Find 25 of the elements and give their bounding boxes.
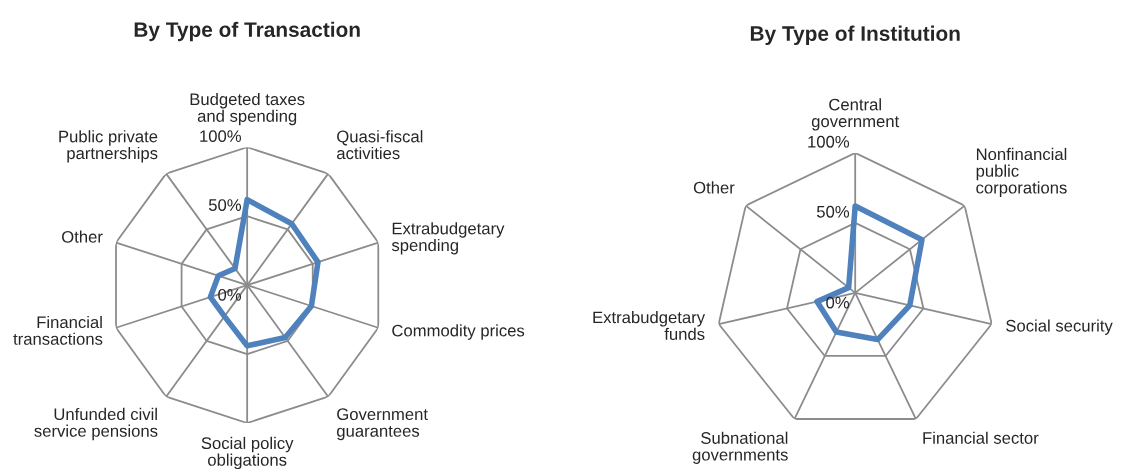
y-tick-label: 50% — [816, 205, 850, 218]
spoke-label: Central government — [811, 98, 900, 131]
spoke-label: Financial sector — [923, 431, 1039, 444]
spoke-label: Extrabudgetary funds — [593, 311, 706, 340]
spoke-label: Public private partnerships — [59, 130, 158, 163]
spoke-label: Subnational governments — [692, 431, 788, 464]
spoke-label: Unfunded civil service pensions — [34, 407, 158, 441]
y-tick-label: 100% — [200, 130, 242, 143]
y-tick-label: 50% — [208, 199, 242, 211]
y-tick-label: 100% — [808, 135, 850, 148]
y-tick-label: 0% — [826, 296, 850, 309]
spoke-label: Commodity prices — [392, 324, 525, 340]
spoke-label: Other — [62, 230, 103, 243]
y-tick-label: 0% — [218, 288, 242, 301]
spoke-label: Financial transactions — [13, 315, 103, 345]
spoke-label: Social security — [1006, 319, 1113, 335]
spoke-label: Quasi-fiscal activities — [337, 130, 423, 160]
spoke-label: Budgeted taxes and spending — [190, 92, 305, 126]
spoke-label: Social policy obligations — [201, 436, 294, 469]
spoke-label: Government guarantees — [337, 408, 428, 441]
spoke-label: Other — [693, 181, 735, 194]
chart-title: By Type of Institution — [750, 25, 960, 46]
spoke-label: Nonfinancial public corporations — [976, 147, 1067, 197]
spoke-label: Extrabudgetary spending — [391, 222, 505, 255]
chart-title: By Type of Transaction — [134, 21, 360, 42]
